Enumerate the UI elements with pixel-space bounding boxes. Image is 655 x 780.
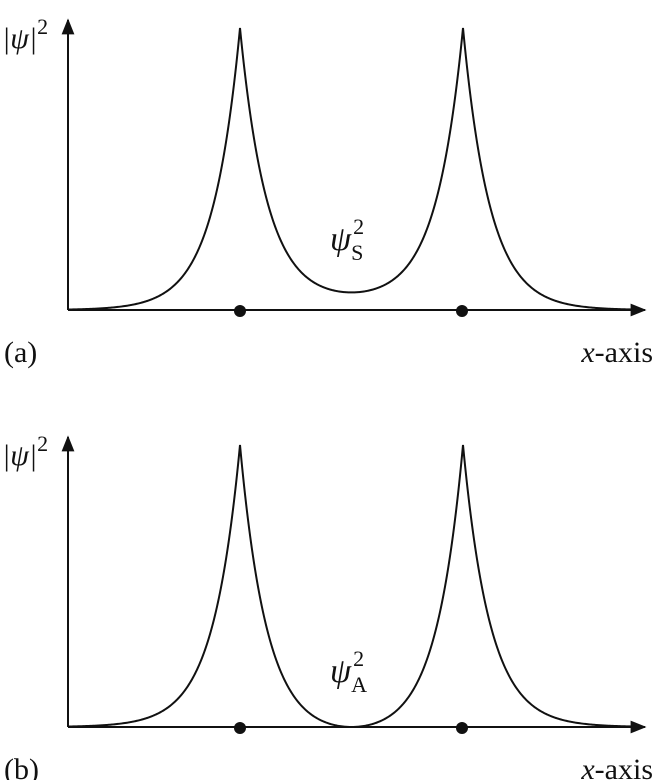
curve-label-sup: 2 xyxy=(353,214,364,239)
curve-label-base: ψ xyxy=(330,221,352,258)
x-label-rest: -axis xyxy=(595,336,653,369)
x-label-var: x xyxy=(580,753,595,780)
probability-curve xyxy=(67,27,641,311)
curve-label-sup: 2 xyxy=(353,646,364,671)
panel-tag: (b) xyxy=(4,753,39,780)
nucleus xyxy=(234,305,246,317)
y-label-sup: 2 xyxy=(37,431,48,456)
curve-label-base: ψ xyxy=(330,653,352,690)
probability-curve xyxy=(67,444,641,728)
curve-label-sub: S xyxy=(351,240,363,265)
x-label-var: x xyxy=(580,336,595,369)
curve-label-sub: A xyxy=(351,672,367,697)
y-label-base: |ψ| xyxy=(2,22,37,55)
nucleus xyxy=(456,722,468,734)
curve-label: ψ2 S xyxy=(330,214,364,265)
nucleus xyxy=(234,722,246,734)
x-label-rest: -axis xyxy=(595,753,653,780)
panel-tag: (a) xyxy=(4,336,37,369)
x-axis-label: x-axis xyxy=(580,336,653,369)
y-label-base: |ψ| xyxy=(2,439,37,472)
nucleus xyxy=(456,305,468,317)
y-axis-label: |ψ|2 xyxy=(2,14,48,55)
y-label-sup: 2 xyxy=(37,14,48,39)
curve-label: ψ2 A xyxy=(330,646,367,697)
x-axis-label: x-axis xyxy=(580,753,653,780)
y-axis-label: |ψ|2 xyxy=(2,431,48,472)
